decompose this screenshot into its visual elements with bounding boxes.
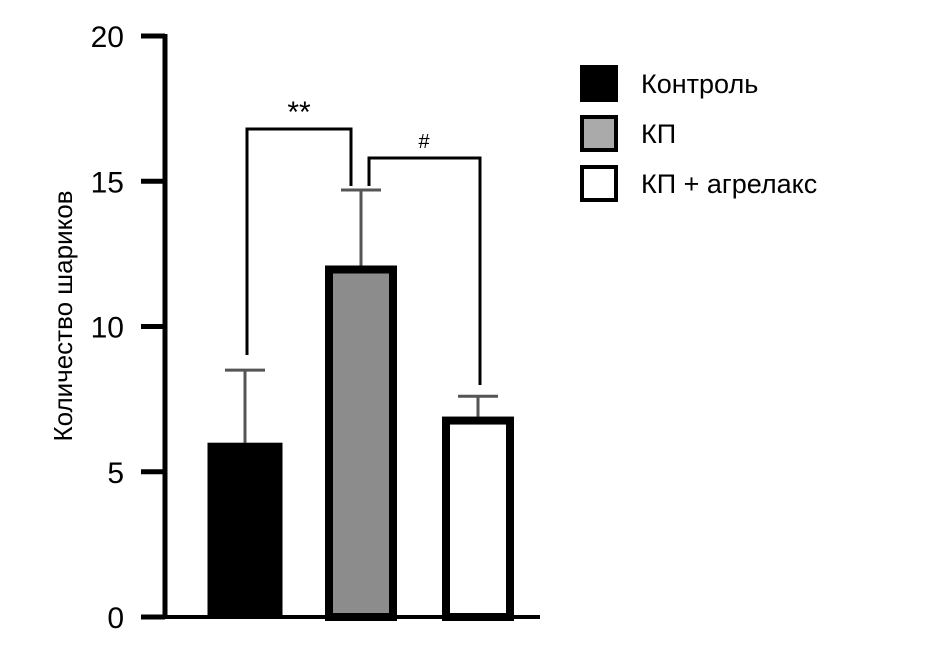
- y-tick-label: 15: [91, 166, 124, 199]
- significance-annotations: ** #: [245, 96, 482, 385]
- legend-label: КП + агрелакс: [641, 169, 817, 199]
- legend-swatch: [580, 65, 618, 102]
- significance-label: #: [418, 131, 430, 153]
- y-tick-label: 0: [107, 602, 124, 635]
- significance-bracket: [367, 156, 482, 385]
- legend-swatch: [580, 115, 618, 152]
- legend-swatch: [580, 165, 618, 202]
- significance-label: **: [287, 96, 311, 129]
- significance-bracket: [245, 127, 353, 355]
- y-tick-label: 20: [91, 21, 124, 54]
- bar-1: [325, 265, 397, 621]
- y-tick-label: 10: [91, 312, 124, 345]
- legend-label: КП: [641, 119, 676, 149]
- bar-0: [207, 442, 283, 617]
- bar-2: [442, 416, 514, 621]
- legend: Контроль КП КП + агрелакс: [580, 65, 817, 202]
- y-axis-label: Количество шариков: [48, 190, 78, 441]
- y-tick-label: 5: [107, 457, 124, 490]
- legend-label: Контроль: [641, 69, 758, 99]
- bars: [207, 188, 514, 621]
